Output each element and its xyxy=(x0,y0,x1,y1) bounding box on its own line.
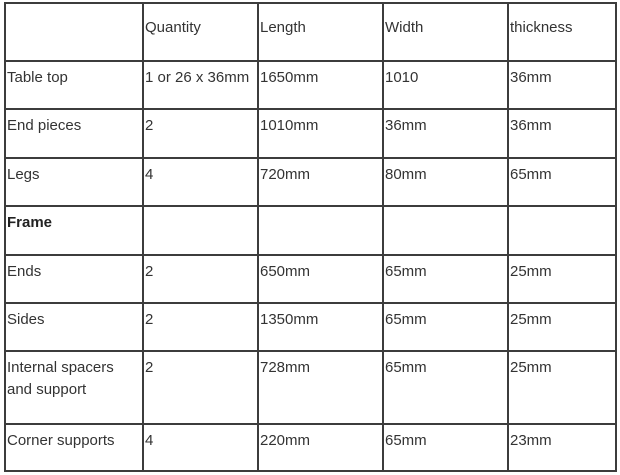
row-label: Sides xyxy=(4,302,144,352)
row-label: Legs xyxy=(4,157,144,207)
table-row: Corner supports 4 220mm 65mm 23mm xyxy=(4,423,617,472)
cell: 65mm xyxy=(507,157,617,207)
cell: 1 or 26 x 36mm xyxy=(142,60,259,110)
table-row: Frame xyxy=(4,205,617,256)
row-label: Internal spacers and support xyxy=(4,350,144,425)
cell: 728mm xyxy=(257,350,384,425)
row-label: End pieces xyxy=(4,108,144,159)
table-row: Sides 2 1350mm 65mm 25mm xyxy=(4,302,617,352)
cell: 36mm xyxy=(382,108,509,159)
cell: 65mm xyxy=(382,302,509,352)
cell xyxy=(382,205,509,256)
header-cell: thickness xyxy=(507,2,617,62)
cell: 65mm xyxy=(382,254,509,304)
cell xyxy=(142,205,259,256)
cell: 220mm xyxy=(257,423,384,472)
parts-table: Quantity Length Width thickness Table top 1 o… xyxy=(4,2,617,472)
cell: 25mm xyxy=(507,350,617,425)
cell: 2 xyxy=(142,350,259,425)
cell: 4 xyxy=(142,423,259,472)
cell xyxy=(507,205,617,256)
table-row: Legs 4 720mm 80mm 65mm xyxy=(4,157,617,207)
corner-cell xyxy=(4,2,144,62)
cell: 80mm xyxy=(382,157,509,207)
table-row: Internal spacers and support 2 728mm 65mm 25… xyxy=(4,350,617,425)
cell: 65mm xyxy=(382,423,509,472)
cell xyxy=(257,205,384,256)
section-cell: Frame xyxy=(4,205,144,256)
cell: 650mm xyxy=(257,254,384,304)
cell: 1350mm xyxy=(257,302,384,352)
header-row: Quantity Length Width thickness xyxy=(4,2,617,62)
cell: 23mm xyxy=(507,423,617,472)
cell: 25mm xyxy=(507,254,617,304)
cell: 2 xyxy=(142,302,259,352)
table-body: Quantity Length Width thickness Table top 1 o… xyxy=(4,2,617,472)
cell: 36mm xyxy=(507,108,617,159)
table-row: Table top 1 or 26 x 36mm 1650mm 1010 36mm xyxy=(4,60,617,110)
header-cell: Quantity xyxy=(142,2,259,62)
cell: 1010mm xyxy=(257,108,384,159)
row-label: Table top xyxy=(4,60,144,110)
table-row: Ends 2 650mm 65mm 25mm xyxy=(4,254,617,304)
cell: 25mm xyxy=(507,302,617,352)
cell: 2 xyxy=(142,254,259,304)
cell: 720mm xyxy=(257,157,384,207)
row-label: Ends xyxy=(4,254,144,304)
header-cell: Length xyxy=(257,2,384,62)
cell: 4 xyxy=(142,157,259,207)
cell: 65mm xyxy=(382,350,509,425)
cell: 36mm xyxy=(507,60,617,110)
cell: 1650mm xyxy=(257,60,384,110)
cell: 2 xyxy=(142,108,259,159)
cell: 1010 xyxy=(382,60,509,110)
row-label: Corner supports xyxy=(4,423,144,472)
header-cell: Width xyxy=(382,2,509,62)
table-row: End pieces 2 1010mm 36mm 36mm xyxy=(4,108,617,159)
